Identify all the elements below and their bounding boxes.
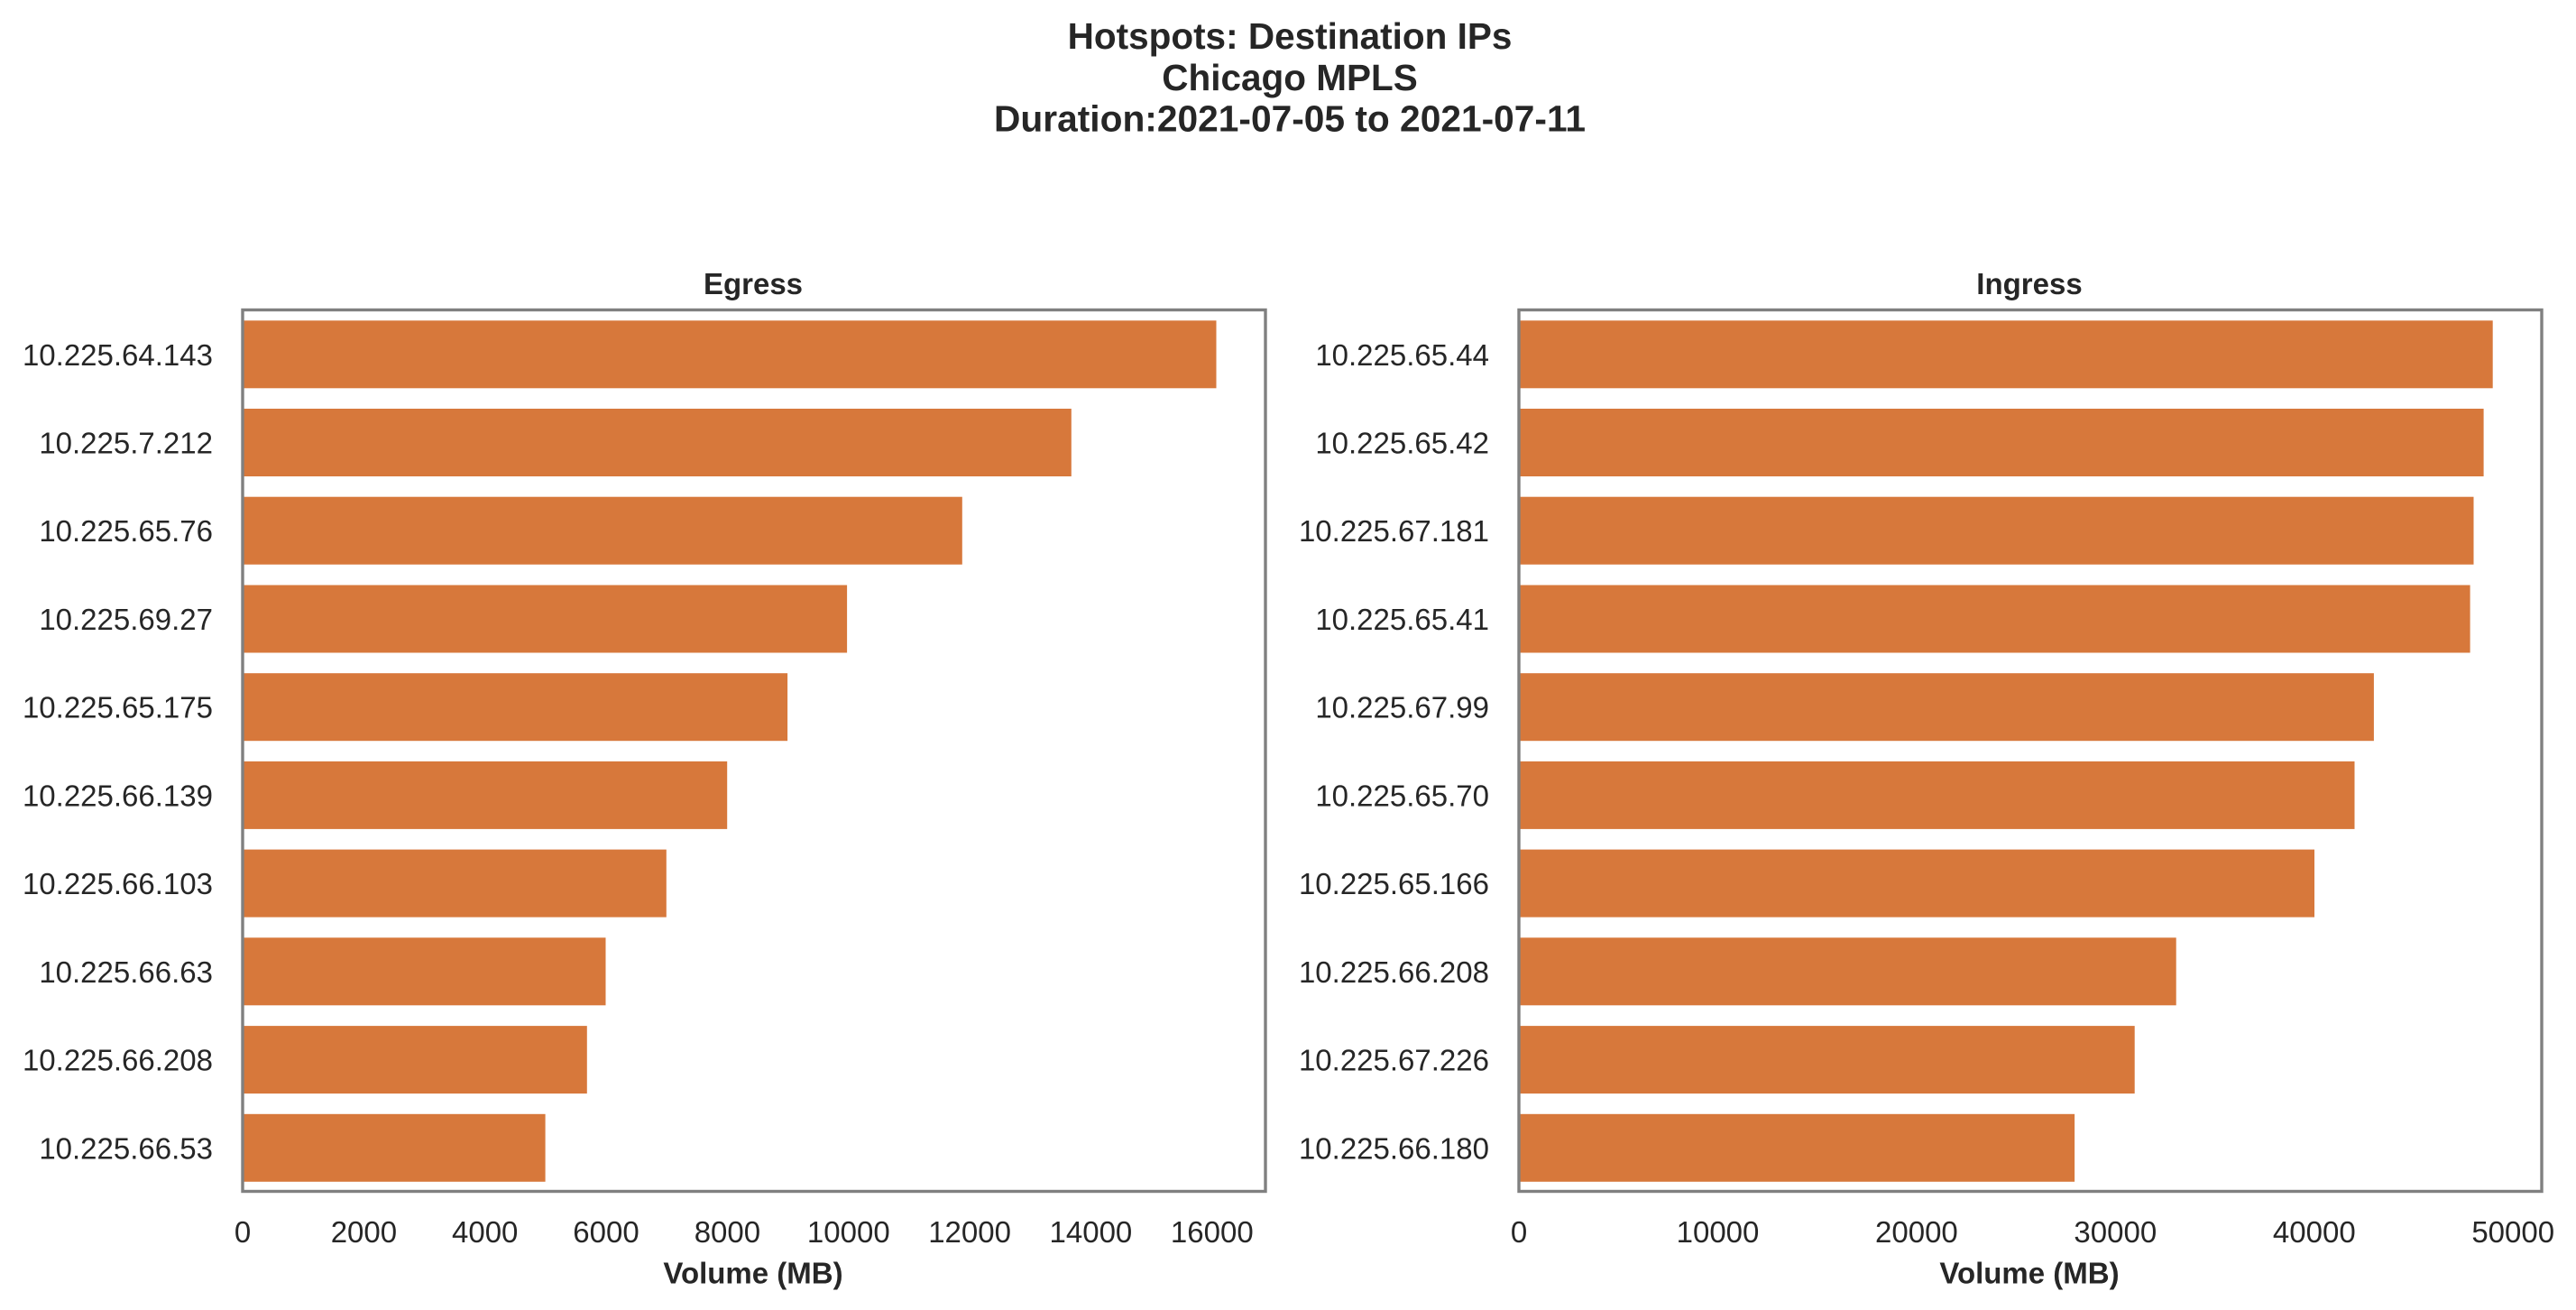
svg-text:0: 0 — [1511, 1215, 1527, 1249]
svg-text:6000: 6000 — [573, 1215, 639, 1249]
svg-text:10.225.69.27: 10.225.69.27 — [39, 603, 213, 636]
svg-text:20000: 20000 — [1875, 1215, 1958, 1249]
svg-text:10.225.65.44: 10.225.65.44 — [1315, 338, 1489, 372]
svg-text:Hotspots: Destination IPs: Hotspots: Destination IPs — [1068, 15, 1513, 57]
svg-text:30000: 30000 — [2074, 1215, 2157, 1249]
svg-text:2000: 2000 — [331, 1215, 397, 1249]
svg-text:40000: 40000 — [2273, 1215, 2356, 1249]
svg-text:10.225.66.63: 10.225.66.63 — [39, 955, 213, 989]
svg-text:12000: 12000 — [928, 1215, 1011, 1249]
svg-text:Volume (MB): Volume (MB) — [663, 1257, 842, 1290]
svg-text:10.225.67.226: 10.225.67.226 — [1299, 1044, 1489, 1077]
svg-text:10.225.66.53: 10.225.66.53 — [39, 1131, 213, 1165]
svg-text:10.225.66.208: 10.225.66.208 — [1299, 955, 1489, 989]
svg-text:10.225.65.41: 10.225.65.41 — [1315, 603, 1489, 636]
svg-text:10.225.65.175: 10.225.65.175 — [23, 691, 213, 724]
svg-text:10000: 10000 — [1677, 1215, 1760, 1249]
svg-text:10.225.66.139: 10.225.66.139 — [23, 779, 213, 812]
svg-text:Ingress: Ingress — [1976, 267, 2082, 300]
svg-text:10.225.66.208: 10.225.66.208 — [23, 1044, 213, 1077]
svg-text:10.225.7.212: 10.225.7.212 — [39, 427, 213, 460]
svg-text:10.225.67.181: 10.225.67.181 — [1299, 514, 1489, 548]
svg-text:4000: 4000 — [452, 1215, 518, 1249]
svg-text:10.225.65.70: 10.225.65.70 — [1315, 779, 1489, 812]
svg-text:10.225.65.76: 10.225.65.76 — [39, 514, 213, 548]
svg-text:8000: 8000 — [695, 1215, 760, 1249]
svg-text:10.225.64.143: 10.225.64.143 — [23, 338, 213, 372]
svg-text:50000: 50000 — [2471, 1215, 2554, 1249]
svg-text:14000: 14000 — [1050, 1215, 1133, 1249]
svg-text:Egress: Egress — [704, 267, 803, 300]
svg-text:10.225.67.99: 10.225.67.99 — [1315, 691, 1489, 724]
svg-text:Volume (MB): Volume (MB) — [1939, 1257, 2119, 1290]
svg-text:10.225.65.42: 10.225.65.42 — [1315, 427, 1489, 460]
svg-text:Duration:2021-07-05 to 2021-07: Duration:2021-07-05 to 2021-07-11 — [994, 98, 1586, 140]
svg-text:10.225.66.180: 10.225.66.180 — [1299, 1131, 1489, 1165]
svg-text:16000: 16000 — [1171, 1215, 1254, 1249]
svg-text:10.225.66.103: 10.225.66.103 — [23, 867, 213, 900]
svg-text:0: 0 — [235, 1215, 251, 1249]
svg-text:10000: 10000 — [807, 1215, 890, 1249]
svg-text:Chicago MPLS: Chicago MPLS — [1162, 57, 1418, 98]
svg-text:10.225.65.166: 10.225.65.166 — [1299, 867, 1489, 900]
